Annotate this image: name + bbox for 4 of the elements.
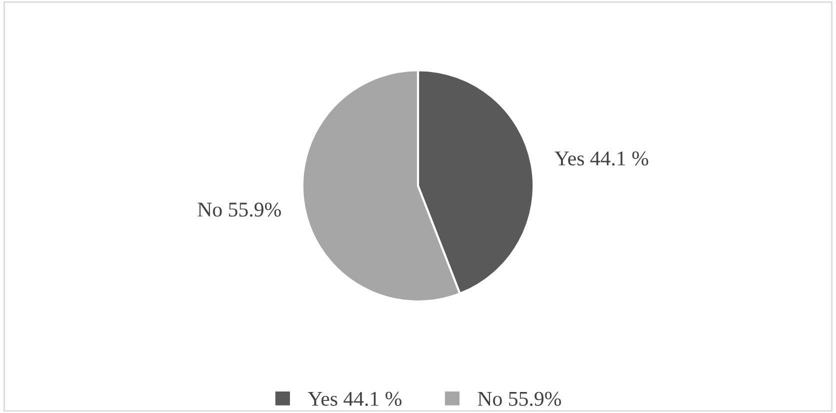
slice-label: Yes 44.1 % <box>554 151 648 166</box>
legend-label: Yes 44.1 % <box>308 392 402 406</box>
legend-label: No 55.9% <box>478 392 561 406</box>
slice-label: No 55.9% <box>198 202 281 217</box>
